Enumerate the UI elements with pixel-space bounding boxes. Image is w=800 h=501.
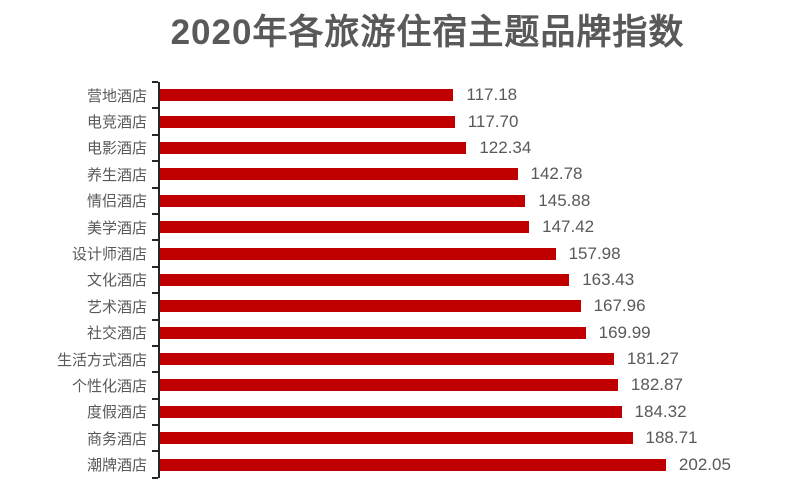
bar-chart: 营地酒店 117.18 电竞酒店 117.70 电影酒店 122.34 养生酒店 142.78… <box>0 81 800 479</box>
bar <box>160 247 556 260</box>
category-label: 个性化酒店 <box>71 377 147 395</box>
value-label: 169.99 <box>598 322 651 342</box>
chart-title: 2020年各旅游住宿主题品牌指数 <box>170 13 685 52</box>
bar-row: 潮牌酒店 202.05 <box>0 451 800 478</box>
bar-track: 145.88 <box>158 187 786 214</box>
bar-row: 养生酒店 142.78 <box>0 161 800 188</box>
category-label: 生活方式酒店 <box>56 351 147 369</box>
bar <box>160 168 518 181</box>
bar <box>160 89 454 102</box>
category-label: 设计师酒店 <box>71 246 147 264</box>
bar <box>160 221 530 234</box>
bar-row: 生活方式酒店 181.27 <box>0 345 800 373</box>
bar-row: 电影酒店 122.34 <box>0 134 800 162</box>
category-label: 美学酒店 <box>86 219 147 237</box>
bar-rows: 营地酒店 117.18 电竞酒店 117.70 电影酒店 122.34 养生酒店 142.78… <box>0 82 800 478</box>
value-label: 117.70 <box>467 111 519 131</box>
bar-track: 142.78 <box>158 161 786 188</box>
bar-row: 商务酒店 188.71 <box>0 425 800 452</box>
value-label: 157.98 <box>568 243 621 263</box>
bar-track: 181.27 <box>158 345 786 373</box>
bar <box>160 432 633 445</box>
category-label: 电影酒店 <box>86 140 147 158</box>
category-label: 商务酒店 <box>86 430 147 448</box>
value-label: 142.78 <box>530 164 583 184</box>
value-label: 147.42 <box>542 217 595 237</box>
bar-row: 情侣酒店 145.88 <box>0 187 800 214</box>
bar <box>160 300 581 313</box>
bar <box>160 326 586 339</box>
bar-row: 设计师酒店 157.98 <box>0 240 800 267</box>
category-label: 潮牌酒店 <box>86 457 147 475</box>
bar-track: 117.70 <box>158 108 786 135</box>
value-label: 167.96 <box>593 296 646 316</box>
bar <box>160 379 618 392</box>
category-label: 养生酒店 <box>86 166 147 184</box>
bar <box>160 353 614 366</box>
bar <box>160 458 666 471</box>
bar-track: 188.71 <box>158 425 786 452</box>
bar-track: 157.98 <box>158 240 786 267</box>
bar-track: 147.42 <box>158 213 786 241</box>
category-label: 营地酒店 <box>86 87 147 105</box>
bar-row: 艺术酒店 167.96 <box>0 293 800 320</box>
bar-track: 122.34 <box>158 134 786 162</box>
value-label: 202.05 <box>678 454 731 474</box>
value-label: 184.32 <box>634 401 687 421</box>
category-label: 电竞酒店 <box>86 114 147 132</box>
bar <box>160 115 455 128</box>
bar <box>160 405 622 418</box>
value-label: 181.27 <box>626 349 679 369</box>
value-label: 188.71 <box>645 428 698 448</box>
bar-track: 167.96 <box>158 293 786 320</box>
bar-track: 182.87 <box>158 372 786 399</box>
bar-row: 营地酒店 117.18 <box>0 82 800 109</box>
category-label: 情侣酒店 <box>86 193 147 211</box>
bar-track: 163.43 <box>158 266 786 294</box>
bar-row: 社交酒店 169.99 <box>0 319 800 346</box>
bar-track: 202.05 <box>158 451 786 478</box>
bar-track: 184.32 <box>158 398 786 426</box>
category-label: 文化酒店 <box>86 272 147 290</box>
chart-page: 2020年各旅游住宿主题品牌指数 营地酒店 117.18 电竞酒店 117.70 电影酒… <box>0 12 800 479</box>
value-label: 163.43 <box>582 269 635 289</box>
category-label: 社交酒店 <box>86 325 147 343</box>
bar <box>160 273 570 286</box>
bar-track: 117.18 <box>158 82 786 109</box>
bar <box>160 141 467 154</box>
value-label: 122.34 <box>479 137 532 157</box>
bar-row: 个性化酒店 182.87 <box>0 372 800 399</box>
bar-row: 电竞酒店 117.70 <box>0 108 800 135</box>
value-label: 117.18 <box>466 85 518 105</box>
value-label: 145.88 <box>538 190 591 210</box>
bar-row: 度假酒店 184.32 <box>0 398 800 426</box>
category-label: 度假酒店 <box>86 404 147 422</box>
bar-track: 169.99 <box>158 319 786 346</box>
bar-row: 文化酒店 163.43 <box>0 266 800 294</box>
bar <box>160 194 526 207</box>
bar-row: 美学酒店 147.42 <box>0 213 800 241</box>
category-label: 艺术酒店 <box>86 298 147 316</box>
value-label: 182.87 <box>630 375 683 395</box>
